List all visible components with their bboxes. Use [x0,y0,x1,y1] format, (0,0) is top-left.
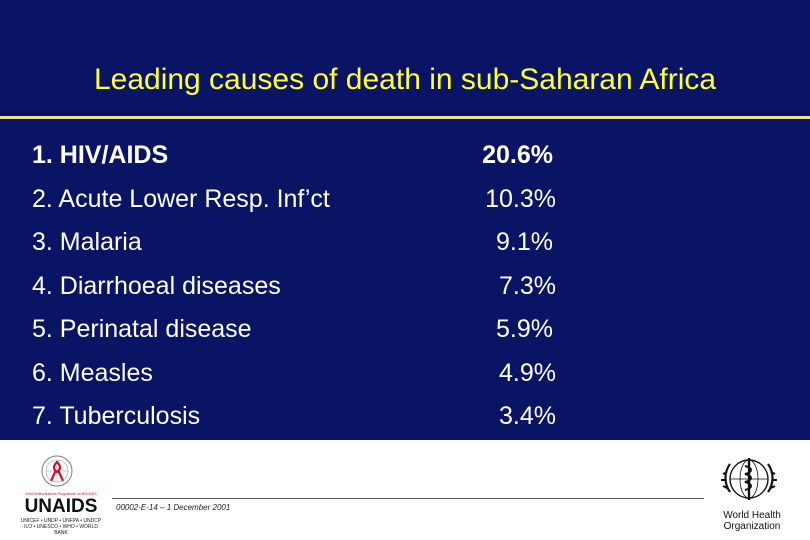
cause-percentage: 7.3% [499,271,556,300]
cause-label: 1. HIV/AIDS [32,141,169,169]
causes-list: 1. HIV/AIDS 20.6% 2. Acute Lower Resp. I… [32,135,592,440]
partners-line: ILO • UNESCO • WHO • WORLD BANK [24,524,98,536]
list-item: 2. Acute Lower Resp. Inf’ct 10.3% [32,179,592,223]
cause-percentage: 3.4% [499,402,556,430]
title-divider [0,116,810,119]
who-emblem-icon [721,458,777,500]
cause-percentage: 9.1% [496,228,553,256]
list-item: 4. Diarrhoeal diseases 7.3% [32,266,592,310]
slide-title: Leading causes of death in sub-Saharan A… [93,63,717,96]
cause-percentage: 20.6% [482,141,553,169]
list-item: 1. HIV/AIDS 20.6% [32,135,592,179]
who-name-line: World Health [723,510,781,521]
list-item: 7. Tuberculosis 3.4% [32,396,592,440]
unaids-logo-text: UNAIDS [24,496,98,517]
cause-label: 6. Measles [32,358,153,387]
cause-percentage: 4.9% [499,358,556,387]
cause-label: 4. Diarrhoeal diseases [32,271,281,300]
cause-label: 5. Perinatal disease [32,315,252,343]
un-emblem-red-ribbon-icon [41,455,73,487]
list-item: 3. Malaria 9.1% [32,222,592,266]
unaids-tagline: Joint United Nations Programme on HIV/AI… [25,492,97,496]
cause-label: 7. Tuberculosis [32,402,201,430]
slide-footer: Joint United Nations Programme on HIV/AI… [0,440,810,540]
slide-content-area: Leading causes of death in sub-Saharan A… [0,0,810,440]
list-item: 5. Perinatal disease 5.9% [32,309,592,353]
cause-percentage: 5.9% [496,315,553,343]
who-name-line: Organization [723,521,781,532]
who-name: World Health Organization [712,510,792,532]
cause-label: 2. Acute Lower Resp. Inf’ct [32,184,330,213]
slide-reference: 00002-E-14 – 1 December 2001 [116,503,231,512]
unaids-partners: UNICEF • UNDP • UNFPA • UNDCP ILO • UNES… [20,518,102,536]
partners-line: UNICEF • UNDP • UNFPA • UNDCP [20,518,102,524]
cause-percentage: 10.3% [485,184,556,213]
footer-divider [112,498,704,499]
cause-label: 3. Malaria [32,228,142,256]
list-item: 6. Measles 4.9% [32,353,592,397]
